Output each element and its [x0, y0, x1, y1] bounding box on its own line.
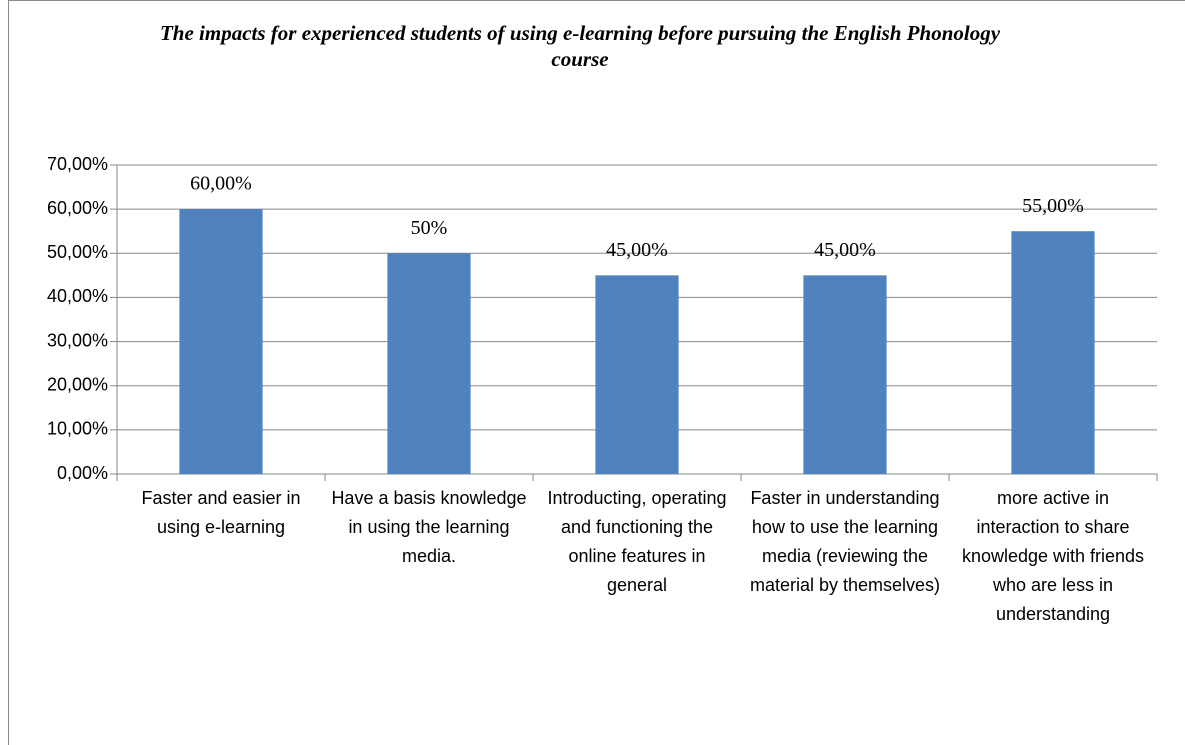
- y-tick-label: 70,00%: [47, 154, 108, 174]
- bar: [803, 275, 887, 474]
- y-tick-label: 40,00%: [47, 286, 108, 306]
- value-label: 45,00%: [606, 239, 668, 261]
- value-label: 50%: [411, 217, 448, 239]
- chart-frame: [8, 0, 1185, 745]
- y-tick-label: 50,00%: [47, 242, 108, 262]
- x-tick-label: Faster and easier in using e-learning: [141, 488, 301, 537]
- bar: [179, 209, 263, 474]
- x-tick-label: Introducting, operating and functioning …: [547, 488, 727, 595]
- value-label: 60,00%: [190, 173, 252, 195]
- value-label: 45,00%: [814, 239, 876, 261]
- x-tick-label: Have a basis knowledge in using the lear…: [331, 488, 527, 566]
- x-tick-label: Faster in understanding how to use the l…: [749, 488, 941, 595]
- y-tick-label: 20,00%: [47, 374, 108, 394]
- bar: [387, 253, 471, 474]
- y-tick-label: 30,00%: [47, 330, 108, 350]
- y-tick-label: 60,00%: [47, 198, 108, 218]
- y-tick-label: 10,00%: [47, 419, 108, 439]
- y-tick-label: 0,00%: [57, 463, 108, 483]
- chart-title: The impacts for experienced students of …: [159, 21, 1001, 71]
- bar: [1011, 231, 1095, 474]
- bar: [595, 275, 679, 474]
- value-label: 55,00%: [1022, 195, 1084, 217]
- x-tick-label: more active in interaction to share know…: [961, 488, 1145, 624]
